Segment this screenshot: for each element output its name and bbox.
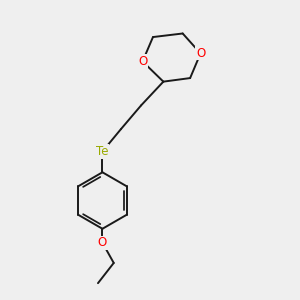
Text: O: O: [196, 47, 205, 60]
Text: Te: Te: [96, 145, 109, 158]
Text: O: O: [98, 236, 107, 249]
Text: O: O: [138, 55, 147, 68]
